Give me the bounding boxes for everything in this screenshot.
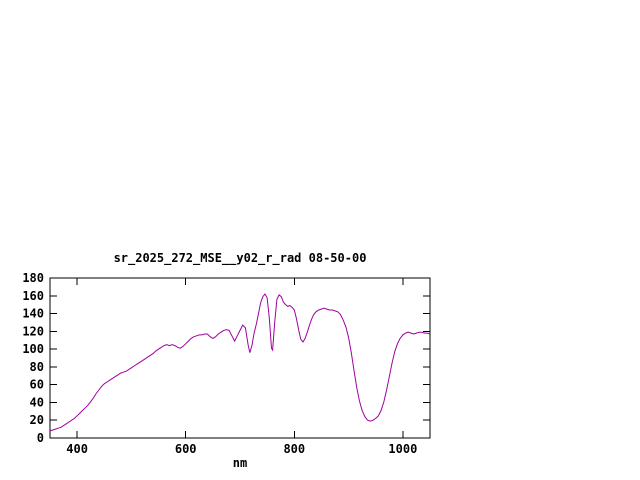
x-tick-label: 600: [175, 442, 197, 456]
y-tick-label: 60: [30, 378, 44, 392]
plot-area: 400 600 800 1000 0 20 40 60 80 100 120 140 160 180: [22, 271, 431, 456]
x-tick-label: 400: [66, 442, 88, 456]
x-tick-label: 1000: [388, 442, 417, 456]
y-tick-label: 20: [30, 413, 44, 427]
y-tick-label: 100: [22, 342, 44, 356]
chart-title: sr_2025_272_MSE__y02_r_rad 08-50-00: [114, 251, 367, 266]
y-tick-label: 0: [37, 431, 44, 445]
y-tick-label: 140: [22, 307, 44, 321]
spectrum-line: [49, 293, 431, 432]
plot-border: [49, 277, 431, 439]
y-tick-label: 160: [22, 289, 44, 303]
y-tick-label: 120: [22, 324, 44, 338]
x-axis-label: nm: [233, 456, 247, 470]
y-tick-label: 180: [22, 271, 44, 285]
y-tick-label: 40: [30, 395, 44, 409]
y-tick-label: 80: [30, 360, 44, 374]
x-tick-label: 800: [283, 442, 305, 456]
